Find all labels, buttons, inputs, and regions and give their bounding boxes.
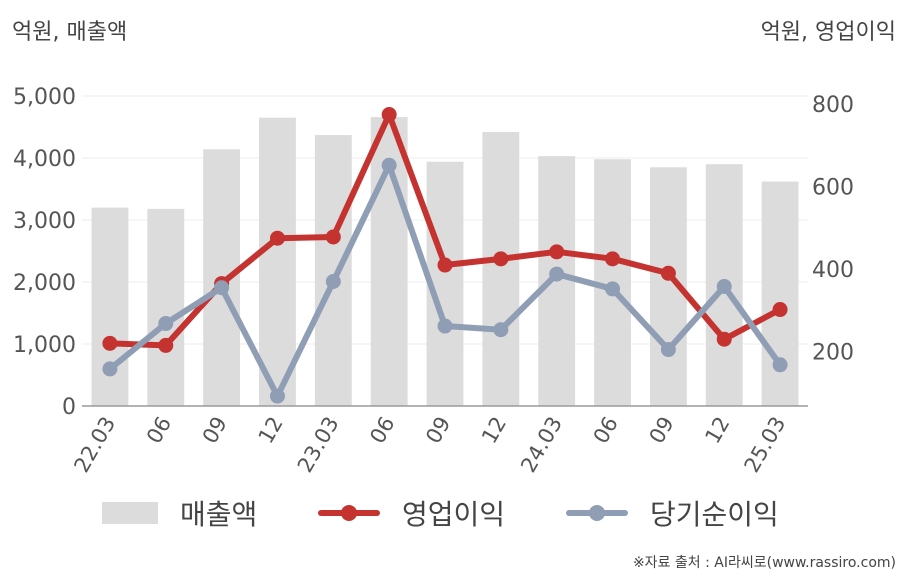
source-note: ※자료 출처 : AI라씨로(www.rassiro.com) — [632, 555, 896, 571]
net-income-point — [214, 280, 230, 296]
op-profit-point — [493, 251, 509, 267]
op-profit-point — [381, 107, 397, 123]
net-income-point — [102, 361, 118, 377]
right-axis-unit: 억원, 영업이익 — [760, 20, 896, 45]
legend-swatch-op-profit — [318, 502, 380, 524]
x-tick-label: 23.03 — [293, 413, 344, 477]
legend-item-net-income: 당기순이익 — [566, 490, 779, 536]
chart-canvas: 0 1,000 2,000 3,000 4,000 5,000 200 400 600 800 22… — [13, 85, 854, 477]
left-axis-unit: 억원, 매출액 — [12, 20, 128, 45]
op-profit-point — [325, 229, 341, 245]
legend-label-op-profit: 영업이익 — [402, 498, 506, 531]
right-tick-label: 200 — [812, 341, 854, 366]
legend-item-revenue: 매출액 — [102, 490, 257, 536]
net-income-point — [549, 266, 565, 282]
net-income-point — [660, 342, 676, 358]
x-tick-label: 09 — [645, 413, 679, 448]
net-income-point — [716, 278, 732, 294]
left-tick-label: 2,000 — [13, 271, 76, 296]
op-profit-point — [716, 331, 732, 347]
x-tick-label: 09 — [421, 413, 455, 448]
right-tick-label: 600 — [812, 176, 854, 201]
net-income-point — [772, 357, 788, 373]
revenue-bar — [761, 181, 799, 406]
revenue-bar — [147, 208, 185, 406]
op-profit-point — [269, 230, 285, 246]
op-profit-point — [158, 337, 174, 353]
x-tick-label: 12 — [254, 413, 288, 448]
left-tick-label: 0 — [62, 395, 76, 420]
revenue-bar — [482, 131, 520, 406]
right-tick-label: 400 — [812, 258, 854, 283]
net-income-point — [381, 157, 397, 173]
x-tick-label: 25.03 — [740, 413, 791, 477]
op-profit-point — [660, 265, 676, 281]
left-tick-label: 1,000 — [13, 333, 76, 358]
x-tick-label: 09 — [198, 413, 232, 448]
legend-swatch-net-income — [566, 502, 628, 524]
left-tick-label: 5,000 — [13, 85, 76, 110]
net-income-point — [605, 281, 621, 297]
right-tick-label: 800 — [812, 93, 854, 118]
legend: 매출액 영업이익 당기순이익 — [0, 490, 908, 540]
net-income-point — [269, 388, 285, 404]
x-tick-label: 22.03 — [69, 413, 120, 477]
legend-swatch-bar — [102, 502, 158, 524]
op-profit-point — [102, 335, 118, 351]
net-income-point — [325, 274, 341, 290]
net-income-point — [437, 318, 453, 334]
op-profit-point — [605, 251, 621, 267]
revenue-bar — [314, 135, 352, 406]
x-tick-label: 06 — [365, 413, 399, 448]
left-tick-label: 3,000 — [13, 209, 76, 234]
revenue-bar — [259, 117, 296, 406]
x-tick-label: 06 — [589, 413, 623, 448]
left-tick-label: 4,000 — [13, 147, 76, 172]
op-profit-point — [549, 244, 565, 260]
net-income-point — [158, 316, 174, 332]
net-income-point — [493, 322, 509, 338]
legend-label-net-income: 당기순이익 — [650, 498, 779, 531]
x-tick-label: 12 — [700, 413, 734, 448]
x-tick-label: 12 — [477, 413, 511, 448]
x-tick-label: 24.03 — [516, 413, 567, 477]
x-tick-label: 06 — [142, 413, 176, 448]
profit-lines — [102, 107, 788, 404]
revenue-bars — [91, 117, 799, 406]
legend-label-revenue: 매출액 — [180, 498, 258, 531]
op-profit-point — [437, 257, 453, 273]
op-profit-point — [772, 302, 788, 318]
legend-item-op-profit: 영업이익 — [318, 490, 505, 536]
